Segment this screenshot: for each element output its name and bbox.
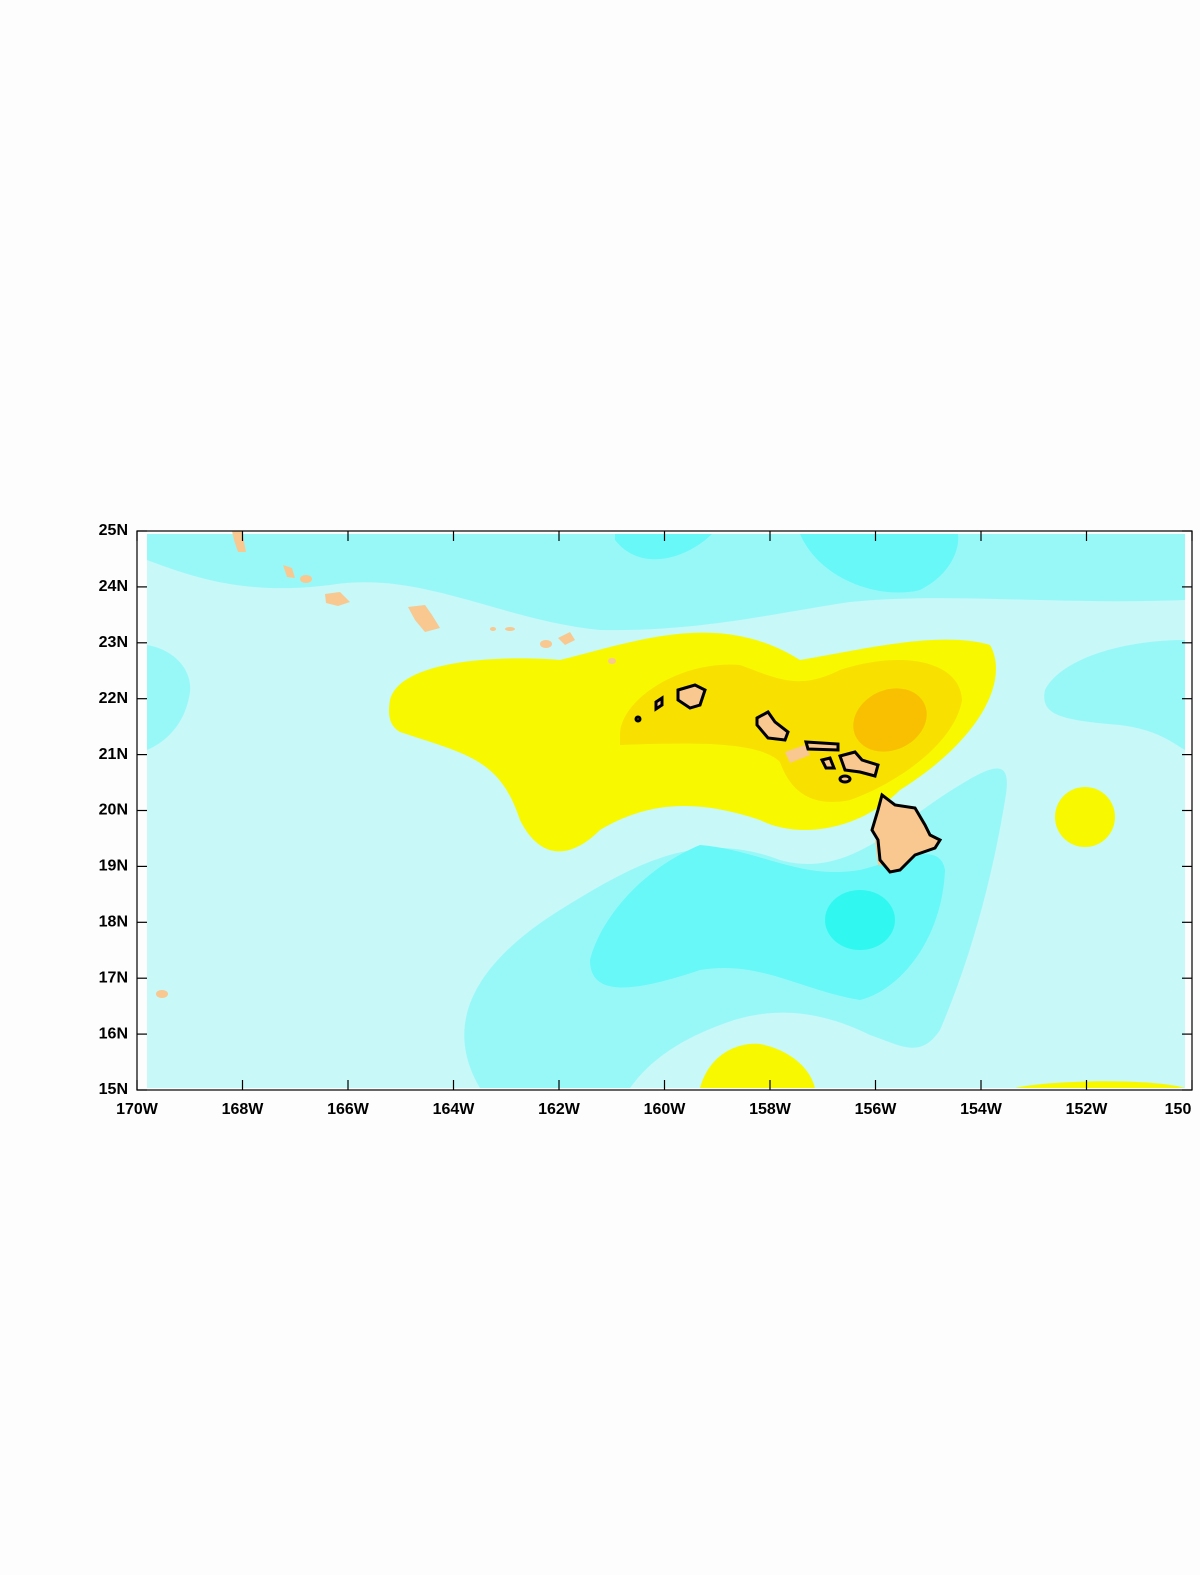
- x-tick-label: 154W: [960, 1101, 1003, 1118]
- x-tick-label: 152W: [1066, 1101, 1109, 1118]
- y-tick-label: 24N: [99, 578, 128, 595]
- x-tick-label: 166W: [327, 1101, 370, 1118]
- islands: [156, 531, 943, 998]
- x-tick-label: 170W: [116, 1101, 159, 1118]
- y-tick-label: 15N: [99, 1081, 128, 1098]
- x-tick-label: 160W: [644, 1101, 687, 1118]
- y-tick-label: 19N: [99, 858, 128, 875]
- y-tick-label: 16N: [99, 1025, 128, 1042]
- contour-field: [137, 531, 1192, 1090]
- y-tick-label: 18N: [99, 914, 128, 931]
- y-tick-label: 22N: [99, 690, 128, 707]
- x-tick-label: 162W: [538, 1101, 581, 1118]
- x-tick-label: 164W: [433, 1101, 476, 1118]
- y-tick-label: 17N: [99, 969, 128, 986]
- x-tick-label: 150: [1165, 1101, 1192, 1118]
- y-tick-label: 21N: [99, 746, 128, 763]
- x-tick-label: 158W: [749, 1101, 792, 1118]
- x-tick-label: 156W: [855, 1101, 898, 1118]
- y-tick-label: 20N: [99, 802, 128, 819]
- y-tick-label: 25N: [99, 522, 128, 539]
- x-tick-label: 168W: [222, 1101, 265, 1118]
- y-tick-label: 23N: [99, 634, 128, 651]
